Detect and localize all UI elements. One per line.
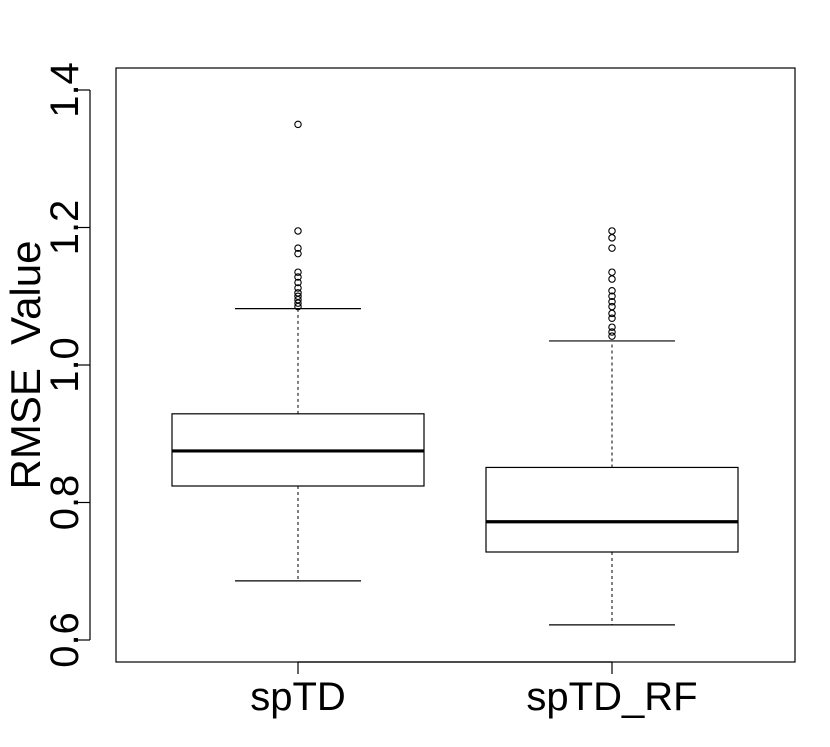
outlier-point — [608, 292, 616, 300]
outlier-point — [294, 299, 302, 307]
boxes — [171, 120, 739, 626]
outlier-point — [294, 284, 302, 292]
box-spTD — [171, 120, 425, 582]
y-axis-title: RMSE Value — [2, 241, 49, 490]
outlier-point — [608, 286, 616, 295]
outlier-point — [608, 244, 616, 252]
y-tick-label: 1.0 — [43, 337, 87, 393]
box-spTD_RF — [485, 227, 739, 626]
y-tick-label: 0.8 — [43, 475, 87, 531]
outlier-point — [608, 234, 616, 242]
x-axis: spTD spTD_RF — [250, 661, 698, 719]
outlier-point — [294, 244, 302, 252]
iqr-box — [485, 466, 739, 553]
y-tick-label: 1.4 — [43, 62, 87, 118]
outlier-point — [294, 227, 302, 235]
outlier-point — [608, 268, 616, 276]
y-tick-label: 1.2 — [43, 200, 87, 256]
plot-frame — [115, 67, 796, 663]
outlier-point — [608, 275, 616, 283]
outlier-point — [294, 249, 302, 258]
outlier-point — [608, 309, 616, 318]
outlier-point — [608, 297, 616, 306]
outlier-point — [294, 273, 302, 281]
y-tick-label: 0.6 — [43, 612, 87, 668]
outlier-point — [294, 268, 302, 276]
y-axis: 0.6 0.8 1.0 1.2 1.4 — [43, 62, 91, 668]
outlier-point — [608, 314, 616, 322]
outlier-point — [608, 328, 616, 336]
outlier-point — [608, 323, 616, 331]
outlier-point — [294, 120, 302, 129]
outlier-point — [608, 227, 616, 235]
outlier-point — [608, 302, 616, 311]
x-tick-label: spTD — [250, 675, 346, 719]
outlier-point — [294, 278, 302, 287]
outlier-point — [608, 332, 616, 340]
outlier-point — [294, 302, 302, 311]
x-tick-label: spTD_RF — [526, 675, 697, 719]
